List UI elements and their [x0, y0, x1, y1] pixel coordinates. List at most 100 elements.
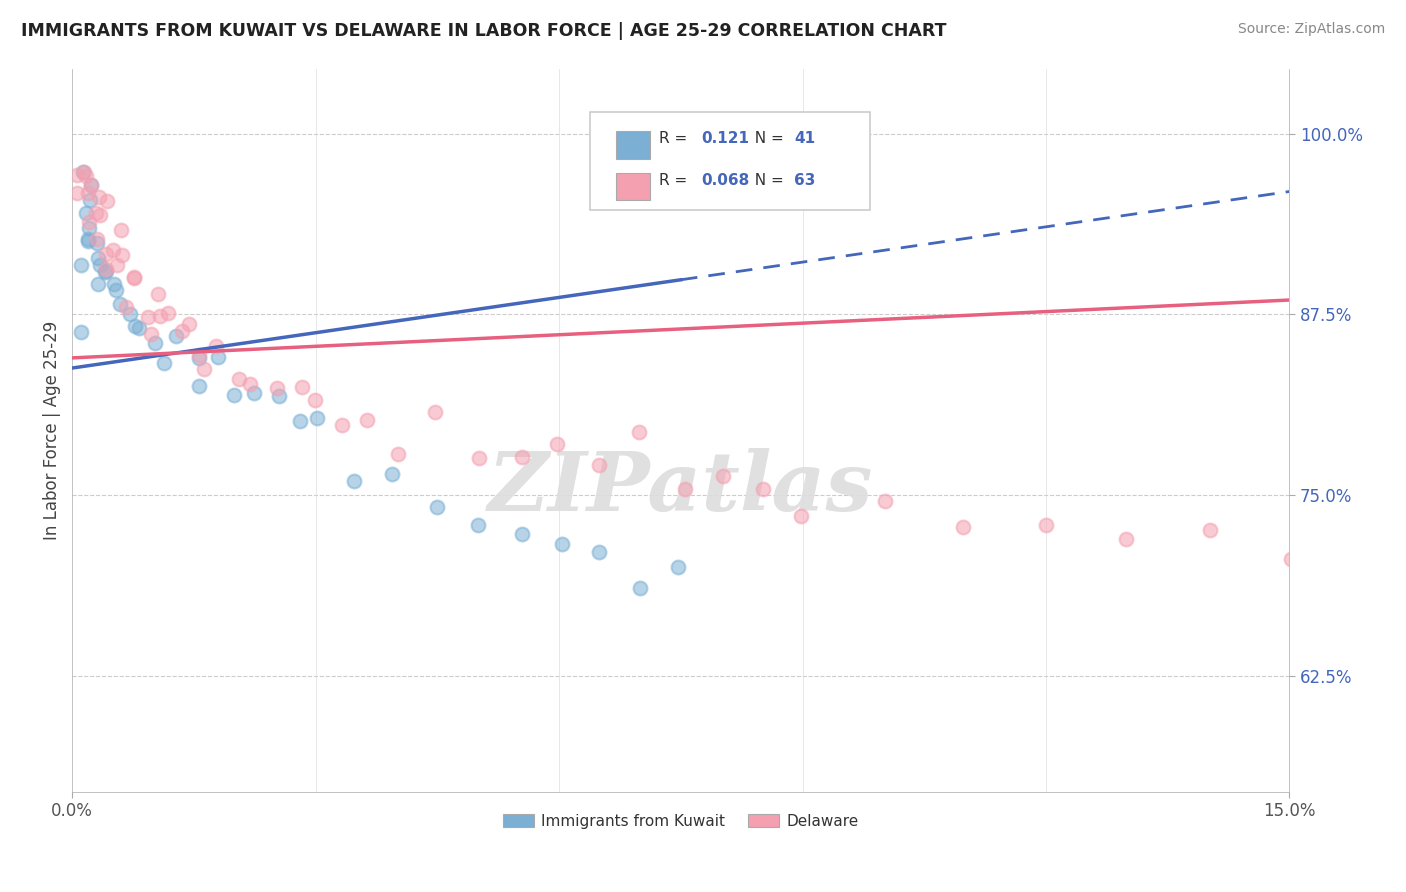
Point	[77, 234, 100, 248]
Point	[80, 178, 103, 192]
Point	[146, 286, 169, 301]
Point	[510, 527, 533, 541]
Point	[79, 194, 101, 208]
Point	[551, 537, 574, 551]
Point	[266, 380, 288, 394]
Point	[149, 310, 172, 324]
Point	[228, 372, 250, 386]
Point	[105, 258, 128, 272]
Point	[239, 377, 262, 392]
Point	[156, 306, 179, 320]
Point	[1319, 594, 1341, 608]
Point	[77, 186, 100, 200]
Point	[1319, 626, 1341, 640]
Point	[330, 418, 353, 433]
Point	[1319, 646, 1341, 660]
Point	[77, 231, 100, 245]
Point	[103, 277, 125, 292]
Point	[143, 336, 166, 351]
Point	[1279, 552, 1302, 566]
Point	[86, 251, 108, 265]
Point	[105, 284, 128, 298]
Point	[1319, 578, 1341, 592]
Point	[122, 269, 145, 284]
Point	[84, 206, 107, 220]
Point	[136, 310, 159, 325]
Point	[86, 232, 108, 246]
Point	[89, 208, 111, 222]
Point	[75, 206, 97, 220]
Point	[305, 410, 328, 425]
Point	[94, 264, 117, 278]
Point	[1319, 592, 1341, 607]
Point	[1319, 600, 1341, 615]
Point	[101, 243, 124, 257]
Legend: Immigrants from Kuwait, Delaware: Immigrants from Kuwait, Delaware	[496, 807, 865, 835]
Point	[288, 414, 311, 428]
Text: Source: ZipAtlas.com: Source: ZipAtlas.com	[1237, 22, 1385, 37]
Point	[711, 469, 734, 483]
Point	[124, 319, 146, 334]
Point	[304, 393, 326, 408]
Point	[66, 168, 89, 182]
Point	[387, 447, 409, 461]
Point	[193, 361, 215, 376]
Point	[628, 581, 651, 595]
Point	[110, 297, 132, 311]
Point	[381, 467, 404, 481]
Point	[110, 223, 132, 237]
Text: 41: 41	[794, 131, 815, 146]
Point	[510, 450, 533, 464]
Point	[291, 379, 314, 393]
Text: R =: R =	[659, 173, 692, 187]
Point	[423, 405, 446, 419]
Point	[87, 277, 110, 292]
Point	[139, 327, 162, 342]
Point	[222, 388, 245, 402]
Text: 63: 63	[794, 173, 815, 187]
Point	[94, 246, 117, 260]
Y-axis label: In Labor Force | Age 25-29: In Labor Force | Age 25-29	[44, 320, 60, 540]
Point	[122, 271, 145, 285]
Point	[80, 178, 103, 193]
Point	[165, 329, 187, 343]
Point	[666, 559, 689, 574]
Point	[1115, 532, 1137, 546]
Point	[267, 389, 290, 403]
Point	[70, 258, 93, 272]
Point	[128, 321, 150, 335]
Point	[152, 356, 174, 370]
Point	[356, 413, 378, 427]
Point	[118, 307, 141, 321]
Point	[65, 186, 87, 200]
Point	[89, 190, 111, 204]
Text: ZIPatlas: ZIPatlas	[488, 448, 873, 528]
Point	[1035, 518, 1057, 533]
Point	[467, 451, 489, 466]
Point	[96, 262, 118, 277]
FancyBboxPatch shape	[589, 112, 869, 210]
Point	[73, 165, 96, 179]
Point	[588, 545, 610, 559]
Point	[546, 437, 568, 451]
Point	[425, 500, 447, 515]
Point	[588, 458, 610, 472]
Point	[1199, 523, 1222, 537]
Point	[77, 214, 100, 228]
Point	[752, 482, 775, 496]
Text: N =: N =	[745, 173, 789, 187]
Bar	[616, 173, 651, 201]
Point	[75, 169, 97, 184]
Point	[69, 325, 91, 339]
Point	[96, 194, 118, 208]
Point	[205, 339, 228, 353]
Text: N =: N =	[745, 131, 789, 146]
Point	[1319, 647, 1341, 661]
Point	[789, 508, 811, 523]
Point	[343, 474, 366, 488]
Text: IMMIGRANTS FROM KUWAIT VS DELAWARE IN LABOR FORCE | AGE 25-29 CORRELATION CHART: IMMIGRANTS FROM KUWAIT VS DELAWARE IN LA…	[21, 22, 946, 40]
Point	[72, 165, 94, 179]
Point	[207, 350, 229, 364]
Point	[114, 300, 136, 314]
Point	[111, 247, 134, 261]
